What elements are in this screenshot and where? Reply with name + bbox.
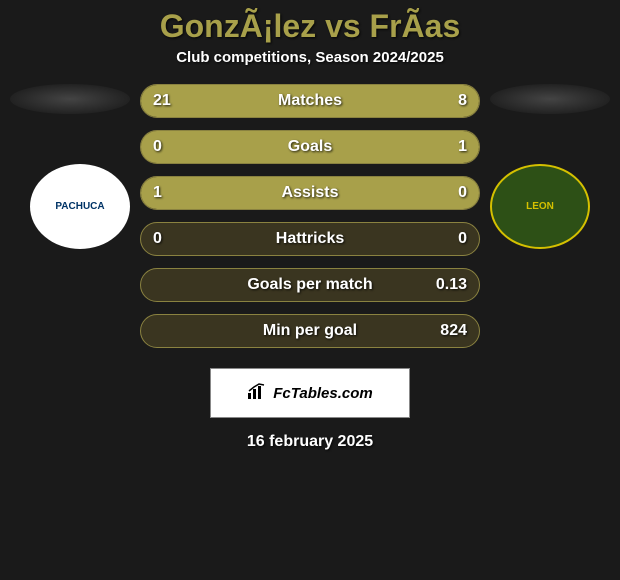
date-text: 16 february 2025 <box>10 428 610 456</box>
stat-row: 21 Matches 8 <box>140 84 480 118</box>
stat-label: Min per goal <box>263 322 357 340</box>
page-title: GonzÃ¡lez vs FrÃ­as <box>10 0 610 49</box>
page-subtitle: Club competitions, Season 2024/2025 <box>10 49 610 84</box>
stat-value-left: 0 <box>153 138 162 156</box>
stat-value-right: 824 <box>440 322 467 340</box>
brand-box[interactable]: FcTables.com <box>210 368 410 418</box>
stat-value-right: 0 <box>458 184 467 202</box>
oval-shadow-left <box>10 84 130 114</box>
stat-value-left: 0 <box>153 230 162 248</box>
stat-value-left: 21 <box>153 92 171 110</box>
stats-section: PACHUCA LEON 21Matches80Goals11Assists00… <box>10 84 610 348</box>
stat-label: Hattricks <box>276 230 344 248</box>
stat-value-right: 1 <box>458 138 467 156</box>
team-logo-left: PACHUCA <box>30 164 130 249</box>
comparison-container: GonzÃ¡lez vs FrÃ­as Club competitions, S… <box>0 0 620 456</box>
team-logo-right: LEON <box>490 164 590 249</box>
stat-row: Goals per match 0.13 <box>140 268 480 302</box>
stat-row: 1 Assists 0 <box>140 176 480 210</box>
stat-label: Goals per match <box>247 276 372 294</box>
stat-label: Assists <box>282 184 339 202</box>
brand-text: FcTables.com <box>273 385 372 402</box>
chart-icon <box>247 383 267 404</box>
stat-value-right: 0.13 <box>436 276 467 294</box>
stat-row: 0 Goals 1 <box>140 130 480 164</box>
stat-label: Goals <box>288 138 332 156</box>
stat-value-right: 8 <box>458 92 467 110</box>
stat-row: Min per goal 824 <box>140 314 480 348</box>
stat-value-left: 1 <box>153 184 162 202</box>
stat-label: Matches <box>278 92 342 110</box>
stat-value-right: 0 <box>458 230 467 248</box>
stat-row: 0 Hattricks 0 <box>140 222 480 256</box>
stat-fill-left <box>141 85 384 117</box>
team-name-right: LEON <box>526 201 554 212</box>
team-name-left: PACHUCA <box>55 201 104 212</box>
oval-shadow-right <box>490 84 610 114</box>
